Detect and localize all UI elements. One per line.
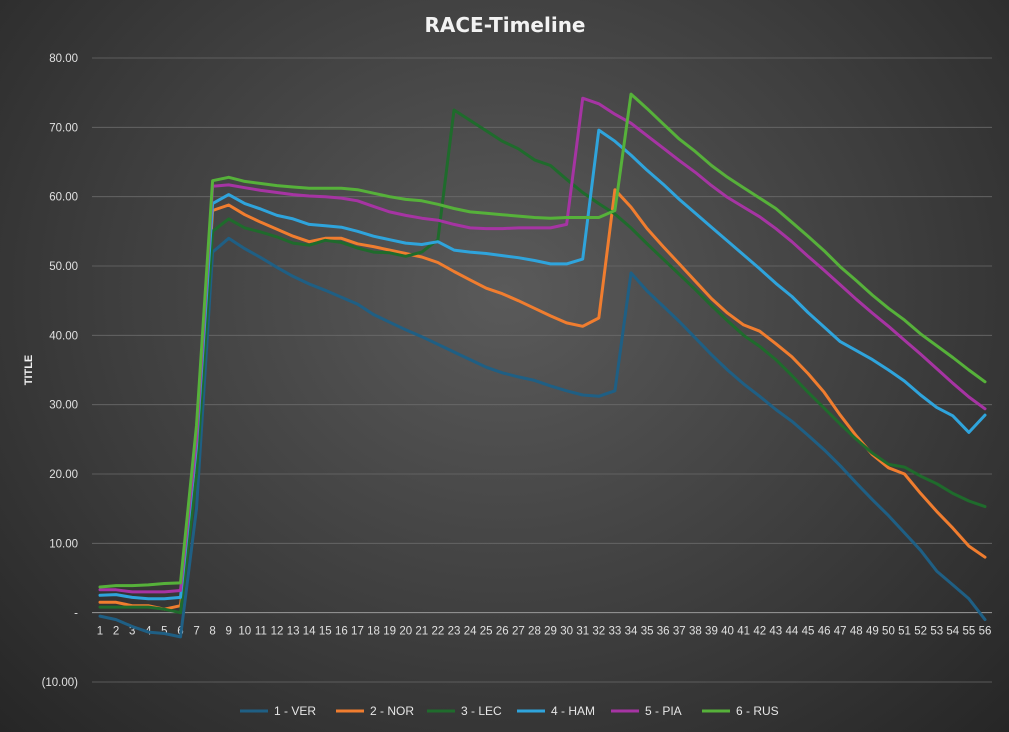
series-line-5-pia (98, 96, 987, 594)
x-tick-label: 48 (850, 626, 863, 638)
x-tick-label: 46 (818, 626, 831, 638)
legend-label: 1 - VER (274, 704, 316, 718)
gridlines (92, 57, 992, 683)
x-tick-label: 41 (737, 626, 750, 638)
x-tick-label: 7 (193, 626, 199, 638)
x-tick-label: 50 (882, 626, 895, 638)
x-tick-label: 55 (963, 626, 976, 638)
x-tick-label: 40 (721, 626, 734, 638)
x-tick-label: 5 (161, 626, 167, 638)
x-tick-label: 27 (512, 626, 525, 638)
x-tick-label: 54 (946, 626, 959, 638)
x-tick-label: 49 (866, 626, 879, 638)
x-tick-label: 15 (319, 626, 332, 638)
x-tick-label: 44 (786, 626, 799, 638)
x-tick-label: 36 (657, 626, 670, 638)
x-tick-label: 21 (415, 626, 428, 638)
x-tick-label: 26 (496, 626, 509, 638)
legend-label: 4 - HAM (551, 704, 595, 718)
legend-label: 2 - NOR (370, 704, 414, 718)
x-tick-label: 10 (238, 626, 251, 638)
x-tick-label: 39 (705, 626, 718, 638)
series-line-3-lec (98, 108, 987, 615)
y-tick-label: 80.00 (49, 53, 78, 65)
legend-label: 6 - RUS (736, 704, 779, 718)
y-axis-ticks: (10.00) - 10.00 20.00 30.00 40.00 50.00 60.00 70… (42, 53, 79, 689)
x-tick-label: 45 (802, 626, 815, 638)
x-tick-label: 30 (560, 626, 573, 638)
x-tick-label: 32 (592, 626, 605, 638)
x-tick-label: 35 (641, 626, 654, 638)
x-tick-label: 11 (255, 626, 267, 638)
y-tick-label: - (74, 608, 78, 620)
y-tick-label: 50.00 (49, 261, 78, 273)
y-tick-label: 70.00 (49, 122, 78, 134)
x-tick-label: 18 (367, 626, 380, 638)
x-tick-label: 29 (544, 626, 557, 638)
chart-title: RACE-Timeline (425, 13, 586, 37)
y-axis-label: TITLE (23, 355, 35, 386)
x-tick-label: 42 (753, 626, 766, 638)
x-tick-label: 52 (914, 626, 927, 638)
series-line-6-rus (98, 92, 987, 589)
x-tick-label: 37 (673, 626, 686, 638)
y-tick-label: 40.00 (49, 330, 78, 342)
legend-label: 3 - LEC (461, 704, 502, 718)
y-tick-label: 10.00 (49, 538, 78, 550)
x-tick-label: 14 (303, 626, 316, 638)
x-tick-label: 53 (930, 626, 943, 638)
x-tick-label: 8 (209, 626, 215, 638)
series-line-1-ver (98, 236, 987, 639)
x-tick-label: 51 (898, 626, 911, 638)
x-axis-ticks: 1 2 3 4 5 6 7 8 9 10 11 12 13 14 15 16 17 18 19 20 21 22 23 24 2… (97, 626, 992, 638)
x-tick-label: 16 (335, 626, 348, 638)
y-tick-label: 20.00 (49, 469, 78, 481)
x-tick-label: 3 (129, 626, 135, 638)
x-tick-label: 1 (97, 626, 103, 638)
legend-label: 5 - PIA (645, 704, 682, 718)
x-tick-label: 19 (383, 626, 396, 638)
x-tick-label: 2 (113, 626, 119, 638)
series-line-2-nor (98, 188, 987, 611)
y-tick-label: 30.00 (49, 400, 78, 412)
x-tick-label: 17 (351, 626, 364, 638)
x-tick-label: 33 (609, 626, 622, 638)
y-tick-label: 60.00 (49, 192, 78, 204)
x-tick-label: 25 (480, 626, 493, 638)
x-tick-label: 13 (287, 626, 300, 638)
x-tick-label: 28 (528, 626, 541, 638)
x-tick-label: 22 (432, 626, 445, 638)
x-tick-label: 38 (689, 626, 702, 638)
x-tick-label: 47 (834, 626, 847, 638)
y-tick-label: (10.00) (42, 677, 79, 689)
x-tick-label: 9 (226, 626, 232, 638)
x-tick-label: 56 (979, 626, 992, 638)
series-lines (98, 92, 987, 639)
legend: 1 - VER 2 - NOR 3 - LEC 4 - HAM 5 - PIA 6 - R… (240, 704, 779, 718)
x-tick-label: 34 (625, 626, 638, 638)
x-tick-label: 24 (464, 626, 477, 638)
x-tick-label: 31 (576, 626, 589, 638)
x-tick-label: 12 (271, 626, 284, 638)
x-tick-label: 20 (399, 626, 412, 638)
x-tick-label: 23 (448, 626, 461, 638)
x-tick-label: 43 (769, 626, 782, 638)
series-line-4-ham (98, 128, 987, 601)
